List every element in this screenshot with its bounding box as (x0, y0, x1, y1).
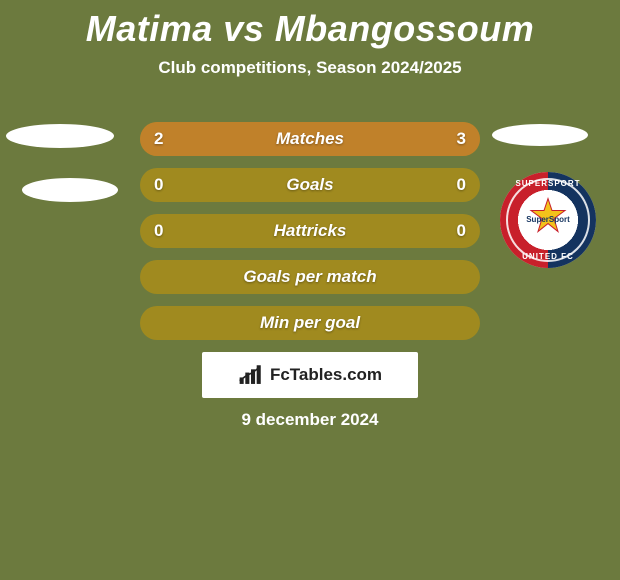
bar-chart-icon (238, 364, 264, 386)
generated-date: 9 december 2024 (0, 410, 620, 430)
stat-label: Goals (286, 175, 333, 195)
stat-row: 2 3 Matches (140, 122, 480, 156)
stat-value-left: 0 (154, 175, 163, 195)
stat-row: 0 0 Goals (140, 168, 480, 202)
page-title: Matima vs Mbangossoum (0, 0, 620, 50)
watermark: FcTables.com (202, 352, 418, 398)
stat-value-left: 0 (154, 221, 163, 241)
stat-row: 0 0 Hattricks (140, 214, 480, 248)
stat-value-right: 0 (457, 175, 466, 195)
left-avatar-placeholder-1 (6, 124, 114, 148)
club-badge-text-bottom: UNITED FC (500, 252, 596, 261)
stat-value-right: 0 (457, 221, 466, 241)
stat-label: Goals per match (243, 267, 376, 287)
comparison-card: Matima vs Mbangossoum Club competitions,… (0, 0, 620, 580)
stat-value-right: 3 (457, 129, 466, 149)
stat-row: Min per goal (140, 306, 480, 340)
watermark-text: FcTables.com (270, 365, 382, 385)
left-avatar-placeholder-2 (22, 178, 118, 202)
stat-label: Min per goal (260, 313, 360, 333)
right-avatar-placeholder-1 (492, 124, 588, 146)
club-badge-text-top: SUPERSPORT (500, 179, 596, 188)
stats-region: 2 3 Matches 0 0 Goals 0 0 Hattricks Goals per mat… (140, 122, 480, 352)
page-subtitle: Club competitions, Season 2024/2025 (0, 58, 620, 78)
club-badge-center-text: SuperSport (526, 216, 570, 224)
stat-value-left: 2 (154, 129, 163, 149)
stat-row: Goals per match (140, 260, 480, 294)
club-badge-supersport: SUPERSPORT UNITED FC SuperSport (500, 172, 596, 268)
stat-label: Matches (276, 129, 344, 149)
stat-label: Hattricks (274, 221, 347, 241)
